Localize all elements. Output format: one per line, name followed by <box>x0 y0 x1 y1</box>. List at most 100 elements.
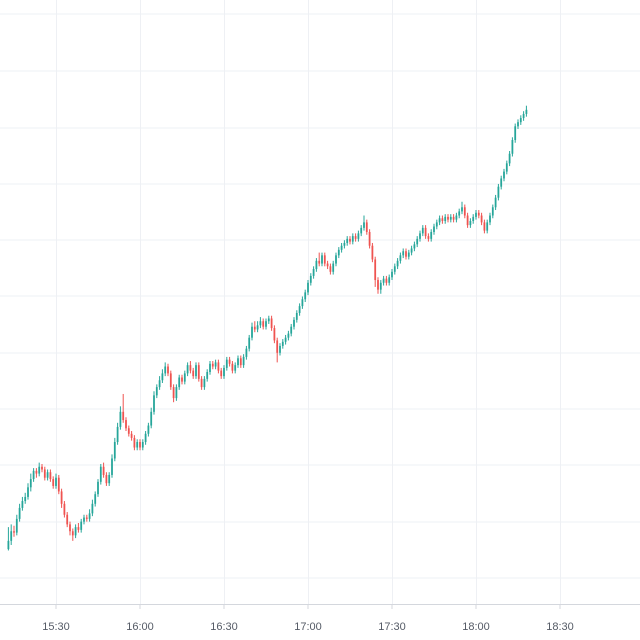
candle[interactable] <box>7 527 10 551</box>
candle[interactable] <box>391 269 393 281</box>
candle[interactable] <box>200 376 203 390</box>
candle[interactable] <box>435 219 438 230</box>
candle[interactable] <box>407 249 410 260</box>
candle[interactable] <box>63 501 66 518</box>
candle[interactable] <box>438 215 441 226</box>
candle[interactable] <box>97 479 99 497</box>
candle[interactable] <box>281 339 284 349</box>
candle[interactable] <box>458 208 461 219</box>
candle[interactable] <box>111 454 113 478</box>
candle[interactable] <box>122 393 125 423</box>
candle[interactable] <box>231 361 234 374</box>
candle[interactable] <box>351 233 354 245</box>
candle[interactable] <box>74 524 77 539</box>
candle[interactable] <box>525 105 528 117</box>
candle[interactable] <box>503 168 505 182</box>
candle[interactable] <box>399 252 402 264</box>
candle[interactable] <box>332 260 335 275</box>
candle[interactable] <box>290 323 293 337</box>
candle[interactable] <box>337 247 340 259</box>
candle[interactable] <box>57 474 60 495</box>
candle[interactable] <box>270 315 273 331</box>
candle[interactable] <box>475 210 477 220</box>
candle[interactable] <box>385 275 388 286</box>
candle[interactable] <box>522 111 525 121</box>
candle[interactable] <box>248 334 251 352</box>
candle[interactable] <box>245 345 248 360</box>
candle[interactable] <box>494 194 497 211</box>
candle[interactable] <box>312 266 315 279</box>
candle[interactable] <box>253 321 256 333</box>
candle[interactable] <box>99 463 102 485</box>
candle[interactable] <box>88 509 91 522</box>
candle[interactable] <box>259 317 262 329</box>
candle[interactable] <box>293 317 295 330</box>
candle[interactable] <box>441 215 444 224</box>
candle[interactable] <box>217 359 220 374</box>
candle[interactable] <box>318 252 321 267</box>
candle[interactable] <box>77 523 80 533</box>
candle[interactable] <box>413 241 416 252</box>
candle[interactable] <box>343 240 346 249</box>
candle[interactable] <box>452 214 455 223</box>
candle[interactable] <box>46 469 49 481</box>
candle[interactable] <box>203 376 206 390</box>
candle[interactable] <box>49 469 52 482</box>
candle[interactable] <box>365 219 368 235</box>
candle[interactable] <box>262 318 265 330</box>
candle[interactable] <box>514 123 517 143</box>
candle[interactable] <box>141 439 144 451</box>
candle[interactable] <box>405 248 407 260</box>
candle[interactable] <box>309 273 312 286</box>
candle[interactable] <box>379 280 382 294</box>
candle[interactable] <box>505 160 508 175</box>
candle[interactable] <box>147 422 150 437</box>
candle[interactable] <box>144 431 147 445</box>
candle[interactable] <box>466 212 469 228</box>
candle[interactable] <box>477 210 480 219</box>
candle[interactable] <box>32 468 35 482</box>
candle[interactable] <box>500 175 503 190</box>
candle[interactable] <box>66 512 69 528</box>
candle[interactable] <box>116 422 119 445</box>
candle[interactable] <box>251 322 253 341</box>
candle[interactable] <box>396 258 399 270</box>
candle[interactable] <box>424 225 427 239</box>
candle[interactable] <box>136 439 139 451</box>
candle[interactable] <box>186 362 189 377</box>
candle[interactable] <box>220 367 223 379</box>
candle[interactable] <box>192 367 195 379</box>
candle[interactable] <box>265 318 267 330</box>
candle[interactable] <box>469 218 472 228</box>
candle[interactable] <box>410 245 413 256</box>
candle[interactable] <box>29 473 32 492</box>
candle[interactable] <box>71 528 74 541</box>
candle[interactable] <box>189 361 192 374</box>
candle[interactable] <box>427 233 430 242</box>
candle[interactable] <box>480 212 483 226</box>
candle[interactable] <box>237 355 239 368</box>
candle[interactable] <box>41 463 43 473</box>
candle[interactable] <box>444 214 447 224</box>
candle[interactable] <box>463 204 466 219</box>
candle[interactable] <box>130 431 133 441</box>
candle[interactable] <box>35 468 38 478</box>
candle[interactable] <box>388 274 391 286</box>
candle[interactable] <box>133 435 136 451</box>
candle[interactable] <box>368 229 371 249</box>
candle[interactable] <box>508 151 511 167</box>
candle[interactable] <box>323 252 326 267</box>
candle[interactable] <box>169 370 172 390</box>
candle[interactable] <box>91 499 94 517</box>
candle[interactable] <box>21 496 24 511</box>
candle[interactable] <box>197 362 200 382</box>
candle[interactable] <box>38 462 41 477</box>
candle[interactable] <box>69 521 71 536</box>
candle[interactable] <box>354 233 357 242</box>
candle[interactable] <box>393 263 396 275</box>
candle[interactable] <box>158 376 161 390</box>
candle[interactable] <box>214 359 217 370</box>
candle[interactable] <box>242 354 245 368</box>
candle[interactable] <box>13 525 15 537</box>
candle[interactable] <box>225 356 228 371</box>
